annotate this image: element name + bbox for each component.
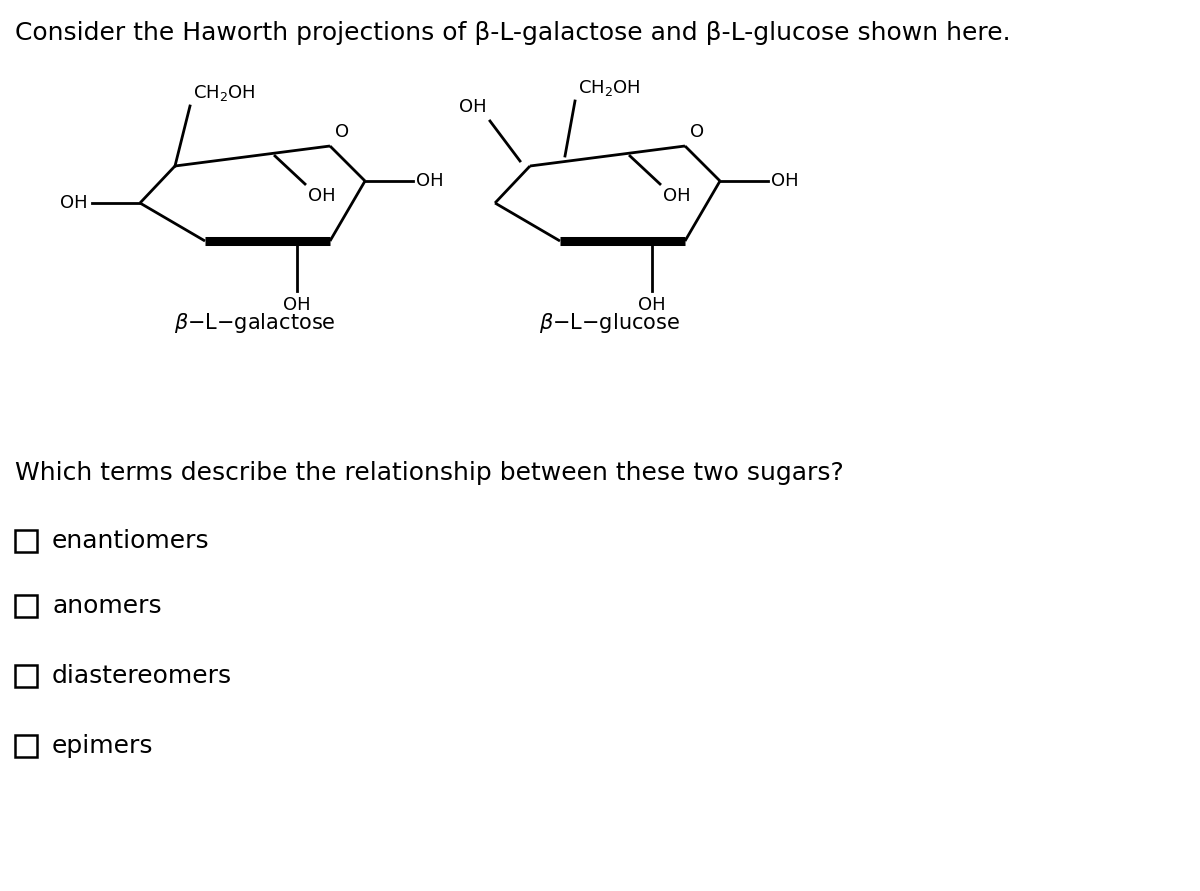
Text: OH: OH — [283, 296, 311, 314]
Text: OH: OH — [772, 172, 799, 190]
Text: anomers: anomers — [52, 594, 162, 618]
Text: Which terms describe the relationship between these two sugars?: Which terms describe the relationship be… — [14, 461, 844, 485]
Text: diastereomers: diastereomers — [52, 664, 232, 688]
Text: OH: OH — [638, 296, 666, 314]
Text: $\it{\beta}$$\mathregular{-}$$\mathsf{L}$$\mathregular{-}$galactose: $\it{\beta}$$\mathregular{-}$$\mathsf{L}… — [174, 311, 336, 335]
Text: O: O — [690, 123, 704, 141]
Text: CH$_2$OH: CH$_2$OH — [193, 83, 256, 103]
FancyBboxPatch shape — [14, 595, 37, 617]
Text: epimers: epimers — [52, 734, 154, 758]
Text: OH: OH — [662, 187, 691, 205]
FancyBboxPatch shape — [14, 530, 37, 552]
Text: $\it{\beta}$$\mathregular{-}$$\mathsf{L}$$\mathregular{-}$glucose: $\it{\beta}$$\mathregular{-}$$\mathsf{L}… — [540, 311, 680, 335]
FancyBboxPatch shape — [14, 735, 37, 757]
FancyBboxPatch shape — [14, 665, 37, 687]
Text: enantiomers: enantiomers — [52, 529, 210, 553]
Text: OH: OH — [416, 172, 444, 190]
Text: CH$_2$OH: CH$_2$OH — [578, 78, 641, 98]
Text: O: O — [335, 123, 349, 141]
Text: OH: OH — [308, 187, 336, 205]
Text: Consider the Haworth projections of β-L-galactose and β-L-glucose shown here.: Consider the Haworth projections of β-L-… — [14, 21, 1010, 45]
Text: OH: OH — [460, 98, 487, 116]
Text: OH: OH — [60, 194, 88, 212]
